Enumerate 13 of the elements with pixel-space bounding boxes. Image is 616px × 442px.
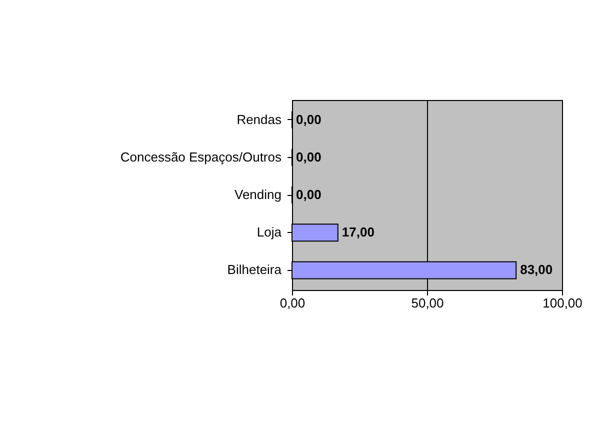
y-tick-label: Bilheteira <box>227 262 282 278</box>
data-label: 17,00 <box>342 224 374 240</box>
x-tick-label: 100,00 <box>542 296 582 310</box>
y-tick-label: Vending <box>234 187 282 202</box>
data-label: 0,00 <box>296 149 322 164</box>
data-label: 0,00 <box>296 112 322 127</box>
y-tick-label: Loja <box>256 224 282 240</box>
y-tick-label: Concessão Espaços/Outros <box>120 149 282 164</box>
data-label: 83,00 <box>520 262 553 278</box>
x-tick-label: 0,00 <box>280 296 306 310</box>
data-label: 0,00 <box>296 187 322 202</box>
y-tick-label: Rendas <box>236 112 282 127</box>
x-tick-label: 50,00 <box>411 296 444 310</box>
